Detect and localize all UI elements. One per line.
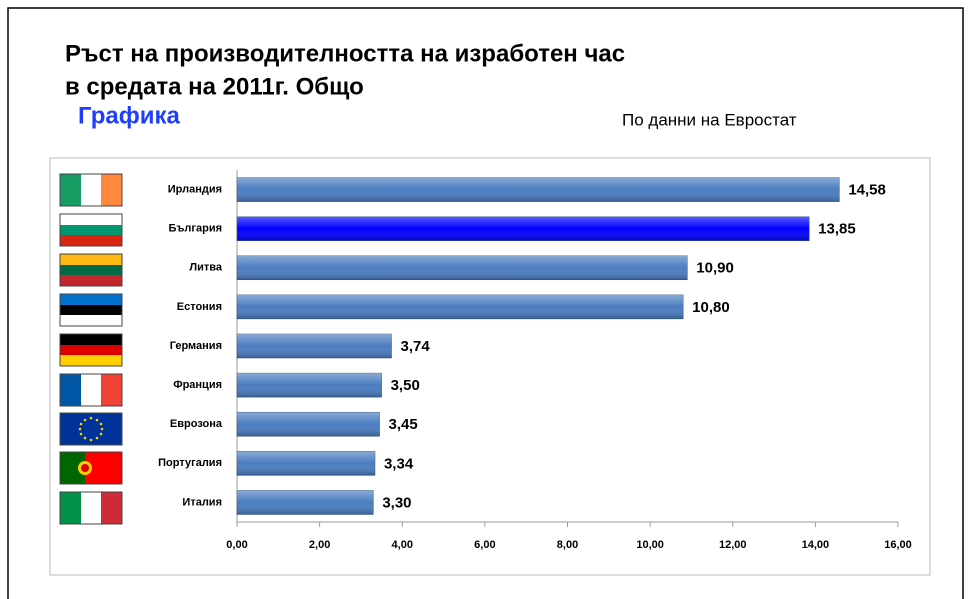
title-line: в средата на 2011г. Общо	[65, 73, 364, 100]
bar-shade	[237, 334, 392, 358]
value-label: 13,85	[818, 221, 856, 238]
title-line: Ръст на производителността на изработен …	[65, 40, 625, 67]
value-label: 3,30	[382, 494, 411, 511]
value-label: 3,45	[389, 416, 418, 433]
bar-shade	[237, 216, 810, 241]
flags	[59, 173, 123, 525]
flag-italy	[59, 491, 123, 525]
flag-germany	[59, 333, 123, 367]
x-tick-label: 6,00	[474, 539, 495, 551]
flag-ireland	[59, 173, 123, 207]
x-tick-label: 14,00	[802, 539, 830, 551]
x-tick-label: 10,00	[636, 539, 664, 551]
subtitle: Графика	[78, 102, 180, 129]
y-tick-label: Италия	[182, 496, 222, 508]
x-tick-label: 16,00	[884, 539, 912, 551]
bar-shade	[237, 255, 688, 280]
value-label: 10,80	[692, 299, 730, 316]
value-label: 3,74	[401, 338, 431, 355]
flag-bulgaria	[59, 213, 123, 247]
y-tick-label: Естония	[177, 301, 222, 313]
y-tick-label: Франция	[173, 379, 222, 391]
value-label: 10,90	[696, 260, 734, 277]
y-tick-label: Ирландия	[168, 183, 222, 195]
y-tick-label: Еврозона	[170, 418, 223, 430]
bar-shade	[237, 490, 374, 515]
bar-shade	[237, 451, 375, 476]
x-tick-label: 0,00	[226, 539, 247, 551]
flag-france	[59, 373, 123, 407]
value-label: 14,58	[848, 182, 886, 199]
y-tick-label: България	[168, 223, 222, 235]
bar-shade	[237, 294, 684, 319]
bar-shade	[237, 373, 382, 398]
bar-shade	[237, 412, 380, 437]
x-tick-label: 4,00	[392, 539, 413, 551]
frame	[7, 7, 964, 599]
y-tick-label: Португалия	[158, 457, 222, 469]
x-tick-label: 8,00	[557, 539, 578, 551]
flag-estonia	[59, 293, 123, 327]
y-tick-label: Литва	[189, 262, 222, 274]
flag-portugal	[59, 451, 123, 485]
value-label: 3,34	[384, 455, 414, 472]
flag-lithuania	[59, 253, 123, 287]
bar-shade	[237, 177, 840, 202]
x-tick-label: 12,00	[719, 539, 747, 551]
y-tick-label: Германия	[170, 340, 222, 352]
flag-eu	[59, 412, 123, 446]
source: По данни на Евростат	[622, 110, 797, 129]
value-label: 3,50	[391, 377, 420, 394]
x-tick-label: 2,00	[309, 539, 330, 551]
